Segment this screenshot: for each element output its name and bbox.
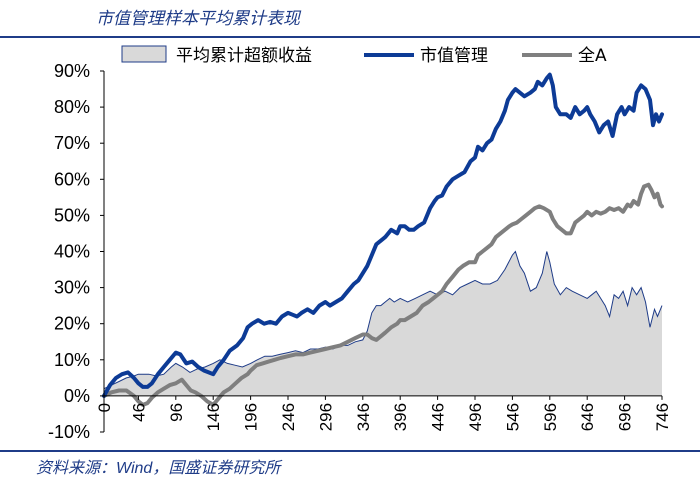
x-tick-label: 296 xyxy=(316,403,335,431)
area-layer xyxy=(103,250,663,396)
x-tick-label: 596 xyxy=(541,403,560,431)
series-area-excess-return-edge xyxy=(103,250,663,390)
x-tick-label: 196 xyxy=(242,403,261,431)
y-tick-label: 80% xyxy=(54,97,90,117)
legend-label-all-a: 全A xyxy=(578,46,607,66)
x-tick-label: 146 xyxy=(204,403,223,431)
x-tick-label: 696 xyxy=(616,403,635,431)
y-tick-label: 10% xyxy=(54,350,90,370)
y-tick-label: 0% xyxy=(64,386,90,406)
top-rule xyxy=(0,36,700,38)
y-tick-label: 70% xyxy=(54,133,90,153)
legend-label-marketcap: 市值管理 xyxy=(420,46,488,66)
x-tick-label: 446 xyxy=(429,403,448,431)
x-tick-label: 546 xyxy=(503,403,522,431)
series-line-market-cap-mgmt xyxy=(102,72,664,398)
x-tick-label: 96 xyxy=(167,403,186,422)
y-tick-label: 40% xyxy=(54,242,90,262)
line-layer xyxy=(102,72,664,407)
x-tick-label: 746 xyxy=(653,403,672,431)
x-tick-label: 46 xyxy=(129,403,148,422)
y-tick-label: 30% xyxy=(54,278,90,298)
y-tick-labels: -10% 0% 10% 20% 30% 40% 50% 60% 70% 80% 90% xyxy=(48,61,104,442)
x-tick-label: 0 xyxy=(95,403,114,412)
bottom-rule xyxy=(0,450,700,452)
x-tick-label: 246 xyxy=(279,403,298,431)
x-tick-label: 496 xyxy=(466,403,485,431)
y-tick-label: 20% xyxy=(54,314,90,334)
y-tick-label: 90% xyxy=(54,61,90,81)
x-tick-label: 346 xyxy=(354,403,373,431)
legend-area-swatch xyxy=(121,45,167,63)
x-tick-label: 396 xyxy=(391,403,410,431)
y-tick-label: -10% xyxy=(48,422,90,442)
legend: 平均累计超额收益 市值管理 全A xyxy=(121,45,607,66)
x-tick-label: 646 xyxy=(578,403,597,431)
figure-title: 市值管理样本平均累计表现 xyxy=(96,9,300,28)
x-tick-labels: 0 46 96 146 196 246 296 346 396 446 496 546 596 646 69… xyxy=(95,395,672,431)
series-line-all-a xyxy=(102,182,664,407)
source-note: 资料来源：Wind，国盛证券研究所 xyxy=(36,460,281,477)
legend-label-excess: 平均累计超额收益 xyxy=(176,46,312,66)
y-tick-label: 60% xyxy=(54,169,90,189)
y-tick-label: 50% xyxy=(54,205,90,225)
series-area-excess-return xyxy=(104,251,662,396)
